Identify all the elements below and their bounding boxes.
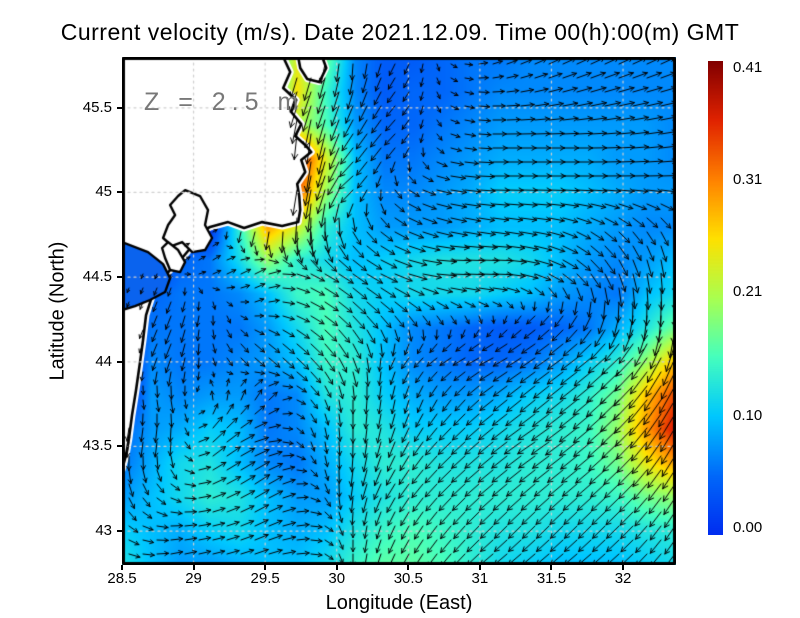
y-tick-mark	[117, 445, 122, 448]
y-tick-label: 45.5	[82, 98, 112, 116]
y-tick-label: 44	[95, 352, 112, 370]
colorbar-tick-label: 0.21	[733, 283, 763, 301]
colorbar-tick-label: 0.41	[733, 59, 763, 76]
colorbar-tick-label: 0.10	[733, 406, 763, 424]
x-tick-mark	[335, 565, 338, 570]
y-tick-label: 45	[95, 183, 112, 201]
colorbar-gradient	[708, 61, 723, 535]
y-tick-mark	[117, 360, 122, 363]
x-tick-label: 30.5	[393, 570, 423, 587]
y-tick-label: 43	[95, 522, 112, 540]
depth-annotation: Z = 2.5 m	[144, 88, 305, 116]
x-axis-label: Longitude (East)	[325, 592, 473, 614]
y-tick-mark	[117, 530, 122, 533]
x-tick-label: 30	[328, 570, 346, 587]
y-tick-mark	[117, 276, 122, 279]
x-tick-label: 29.5	[250, 570, 280, 587]
x-tick-mark	[121, 565, 123, 570]
colorbar-tick-label: 0.00	[733, 519, 763, 536]
figure-title: Current velocity (m/s). Date 2021.12.09.…	[60, 19, 740, 45]
y-tick-mark	[117, 106, 122, 109]
y-tick-label: 43.5	[82, 437, 112, 455]
x-tick-mark	[622, 565, 625, 570]
velocity-map-canvas	[122, 57, 676, 565]
x-tick-label: 28.5	[107, 570, 137, 587]
x-tick-label: 31	[471, 570, 489, 587]
x-tick-mark	[550, 565, 553, 570]
x-tick-mark	[192, 565, 195, 570]
y-tick-mark	[117, 191, 122, 194]
map-plot: Z = 2.5 m	[122, 57, 676, 565]
colorbar-tick-label: 0.31	[733, 171, 763, 189]
x-tick-label: 32	[614, 570, 632, 587]
y-tick-label: 44.5	[82, 268, 112, 286]
x-tick-label: 29	[185, 570, 202, 587]
x-tick-mark	[478, 565, 481, 570]
x-tick-mark	[407, 565, 410, 570]
x-tick-mark	[264, 565, 267, 570]
x-tick-label: 31.5	[536, 570, 567, 587]
